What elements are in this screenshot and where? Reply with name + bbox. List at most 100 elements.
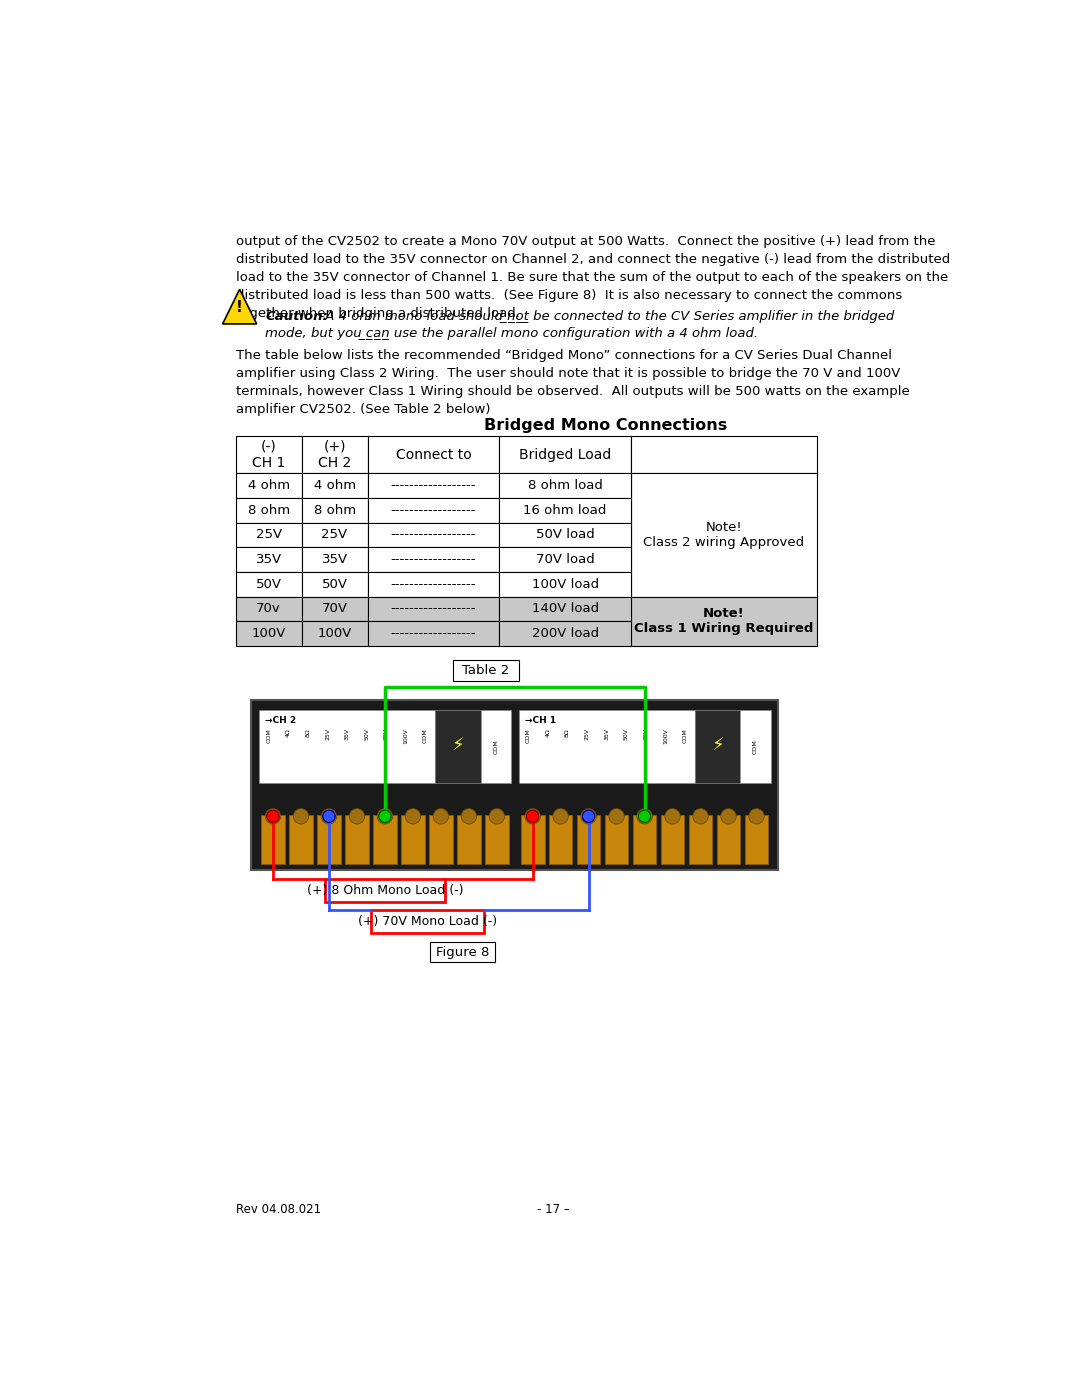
- Bar: [235, 597, 301, 622]
- Text: 25V: 25V: [322, 528, 348, 542]
- Text: 8Ω: 8Ω: [565, 728, 570, 736]
- Text: Bridged Mono Connections: Bridged Mono Connections: [484, 418, 727, 433]
- Text: - 17 –: - 17 –: [537, 1203, 570, 1217]
- Bar: [301, 474, 367, 497]
- Text: Figure 8: Figure 8: [435, 946, 489, 958]
- Text: 8 ohm load: 8 ohm load: [528, 479, 603, 492]
- Bar: [235, 622, 301, 645]
- Bar: [499, 497, 631, 522]
- Bar: [235, 436, 301, 474]
- Bar: [518, 710, 694, 782]
- Bar: [689, 814, 713, 863]
- Bar: [235, 497, 301, 522]
- Circle shape: [553, 809, 568, 824]
- Text: Note!
Class 2 wiring Approved: Note! Class 2 wiring Approved: [644, 521, 805, 549]
- Text: Note!
Class 1 Wiring Required: Note! Class 1 Wiring Required: [634, 608, 813, 636]
- Bar: [301, 436, 367, 474]
- Text: 70V: 70V: [383, 728, 389, 740]
- Circle shape: [267, 810, 280, 823]
- Circle shape: [665, 809, 680, 824]
- Bar: [301, 497, 367, 522]
- Text: (+) 70V Mono Load (-): (+) 70V Mono Load (-): [357, 915, 497, 928]
- Circle shape: [525, 809, 540, 824]
- Text: COM: COM: [526, 728, 531, 743]
- Text: ------------------: ------------------: [391, 578, 476, 591]
- Bar: [744, 814, 768, 863]
- Circle shape: [692, 809, 708, 824]
- Text: 8 ohm: 8 ohm: [313, 504, 355, 517]
- Bar: [373, 814, 396, 863]
- Bar: [457, 814, 481, 863]
- Bar: [259, 710, 435, 782]
- Circle shape: [489, 809, 504, 824]
- Bar: [372, 909, 484, 933]
- Text: 50V: 50V: [256, 578, 282, 591]
- Text: (-)
CH 1: (-) CH 1: [252, 440, 285, 469]
- Text: 4Ω: 4Ω: [286, 728, 291, 736]
- Text: 100V: 100V: [404, 728, 408, 743]
- Text: output of the CV2502 to create a Mono 70V output at 500 Watts.  Connect the posi: output of the CV2502 to create a Mono 70…: [235, 235, 950, 320]
- Text: ------------------: ------------------: [391, 627, 476, 640]
- Text: 35V: 35V: [605, 728, 609, 740]
- Bar: [301, 597, 367, 622]
- Text: 35V: 35V: [345, 728, 350, 740]
- Bar: [367, 474, 499, 497]
- Text: The table below lists the recommended “Bridged Mono” connections for a CV Series: The table below lists the recommended “B…: [235, 349, 909, 415]
- Text: 50V: 50V: [364, 728, 369, 740]
- Text: 8Ω: 8Ω: [306, 728, 310, 736]
- Text: 8 ohm: 8 ohm: [247, 504, 289, 517]
- Bar: [481, 710, 511, 782]
- Text: !: !: [237, 300, 243, 314]
- Text: 4Ω: 4Ω: [545, 728, 551, 736]
- Bar: [235, 548, 301, 571]
- Bar: [717, 814, 741, 863]
- Circle shape: [433, 809, 448, 824]
- Text: mode, but you ̲c̲a̲n̲ use the parallel mono configuration with a 4 ohm load.: mode, but you ̲c̲a̲n̲ use the parallel m…: [266, 327, 758, 339]
- Text: 35V: 35V: [322, 553, 348, 566]
- Text: →CH 2: →CH 2: [266, 715, 296, 725]
- Text: ------------------: ------------------: [391, 504, 476, 517]
- Circle shape: [638, 810, 651, 823]
- Text: 4 ohm: 4 ohm: [313, 479, 355, 492]
- Text: 70v: 70v: [256, 602, 281, 615]
- Circle shape: [581, 809, 596, 824]
- Bar: [325, 879, 445, 902]
- Circle shape: [379, 810, 391, 823]
- Bar: [235, 522, 301, 548]
- Text: 25V: 25V: [584, 728, 590, 740]
- Text: A 4 ohm mono load should ̲n̲o̲t̲ be connected to the CV Series amplifier in the : A 4 ohm mono load should ̲n̲o̲t̲ be conn…: [321, 310, 894, 323]
- Bar: [549, 814, 572, 863]
- Circle shape: [637, 809, 652, 824]
- Bar: [429, 814, 453, 863]
- Bar: [235, 474, 301, 497]
- Text: COM: COM: [753, 739, 758, 753]
- Text: 70V load: 70V load: [536, 553, 594, 566]
- Bar: [367, 436, 499, 474]
- Text: (+)
CH 2: (+) CH 2: [318, 440, 351, 469]
- Bar: [577, 814, 600, 863]
- Circle shape: [349, 809, 365, 824]
- Text: 70V: 70V: [644, 728, 648, 740]
- Bar: [605, 814, 629, 863]
- Bar: [453, 659, 518, 682]
- Bar: [740, 710, 770, 782]
- Text: 16 ohm load: 16 ohm load: [524, 504, 607, 517]
- Bar: [301, 548, 367, 571]
- Bar: [301, 522, 367, 548]
- Bar: [661, 814, 685, 863]
- Text: COM: COM: [494, 739, 498, 753]
- Bar: [499, 474, 631, 497]
- Bar: [345, 814, 369, 863]
- Text: ⚡: ⚡: [712, 738, 724, 756]
- Text: 50V load: 50V load: [536, 528, 594, 542]
- Text: COM: COM: [423, 728, 428, 743]
- Bar: [252, 700, 779, 870]
- Bar: [289, 814, 313, 863]
- Circle shape: [266, 809, 281, 824]
- Bar: [261, 814, 285, 863]
- Bar: [367, 497, 499, 522]
- Bar: [499, 571, 631, 597]
- Text: COM: COM: [267, 728, 271, 743]
- Text: 25V: 25V: [325, 728, 330, 740]
- Bar: [367, 597, 499, 622]
